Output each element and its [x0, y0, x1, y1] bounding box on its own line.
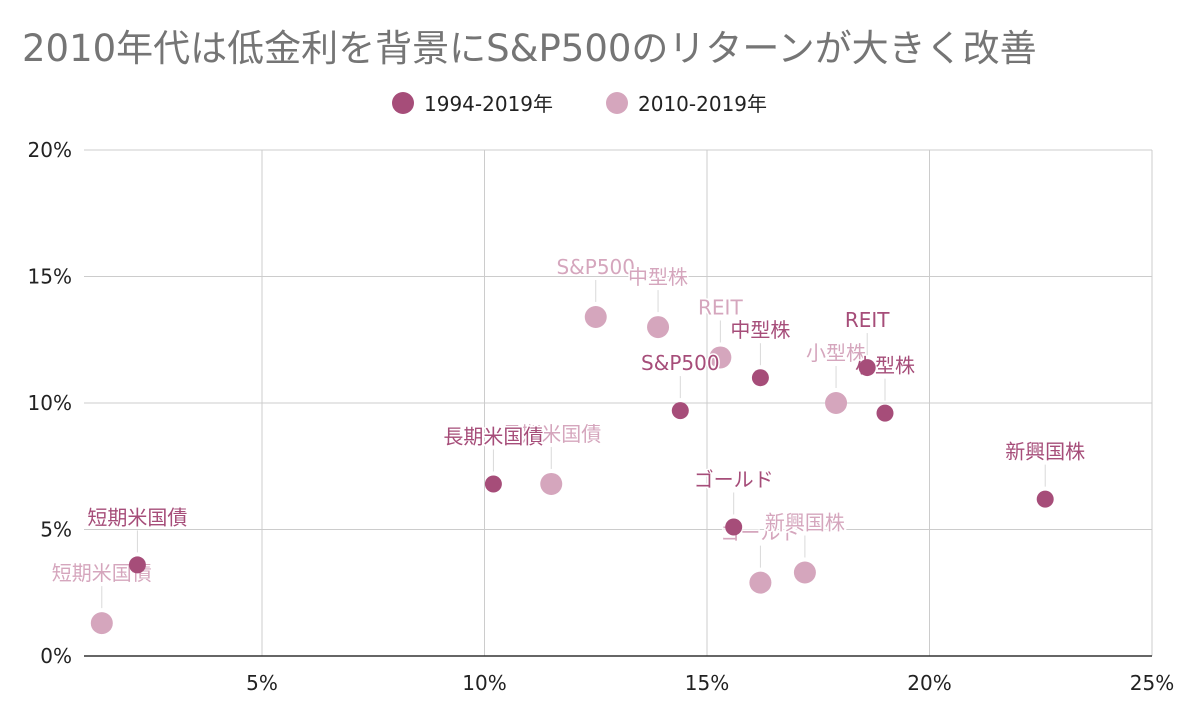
data-label: REIT — [845, 308, 890, 332]
x-tick-label: 10% — [462, 671, 506, 695]
legend-item-series-1[interactable]: 1994-2019年 — [392, 88, 553, 117]
data-label: 長期米国債 — [443, 424, 543, 448]
chart-title: 2010年代は低金利を背景にS&P500のリターンが大きく改善 — [22, 27, 1037, 70]
data-label: S&P500 — [556, 255, 635, 279]
data-point — [90, 612, 113, 635]
x-tick-label: 5% — [246, 671, 278, 695]
data-label: 短期米国債 — [87, 505, 187, 529]
data-point — [858, 359, 876, 377]
data-point — [749, 571, 772, 594]
data-point — [671, 402, 689, 420]
x-tick-label: 15% — [685, 671, 729, 695]
legend-label-series-1: 1994-2019年 — [424, 92, 554, 116]
y-tick-label: 5% — [40, 518, 72, 542]
legend-item-series-2[interactable]: 2010-2019年 — [606, 88, 767, 117]
data-label: 新興国株 — [765, 511, 845, 535]
data-point — [540, 472, 563, 495]
data-point — [647, 316, 670, 339]
x-tick-label: 20% — [907, 671, 951, 695]
data-label: S&P500 — [641, 351, 720, 375]
legend-marker-series-2 — [606, 91, 628, 114]
data-point — [584, 305, 607, 328]
data-label: 中型株 — [628, 265, 688, 289]
data-point — [876, 404, 894, 422]
y-tick-label: 10% — [28, 391, 72, 415]
y-tick-label: 15% — [28, 265, 72, 289]
data-point — [793, 561, 816, 584]
data-point — [725, 518, 743, 536]
legend-marker-series-1 — [392, 91, 414, 114]
data-label: ゴールド — [694, 467, 774, 491]
data-point — [128, 556, 146, 574]
y-tick-label: 0% — [40, 644, 72, 668]
data-point — [484, 475, 502, 493]
data-label: 小型株 — [806, 341, 866, 365]
data-label: 新興国株 — [1005, 440, 1085, 464]
x-tick-label: 25% — [1130, 671, 1174, 695]
data-point — [825, 392, 848, 414]
data-label: REIT — [698, 295, 743, 319]
data-point — [1036, 490, 1054, 508]
data-label: 長期米国債 — [501, 422, 601, 446]
data-point — [751, 369, 769, 387]
data-label: 中型株 — [730, 318, 790, 342]
legend-label-series-2: 2010-2019年 — [638, 92, 768, 116]
data-point — [709, 346, 732, 369]
y-tick-label: 20% — [28, 138, 72, 162]
